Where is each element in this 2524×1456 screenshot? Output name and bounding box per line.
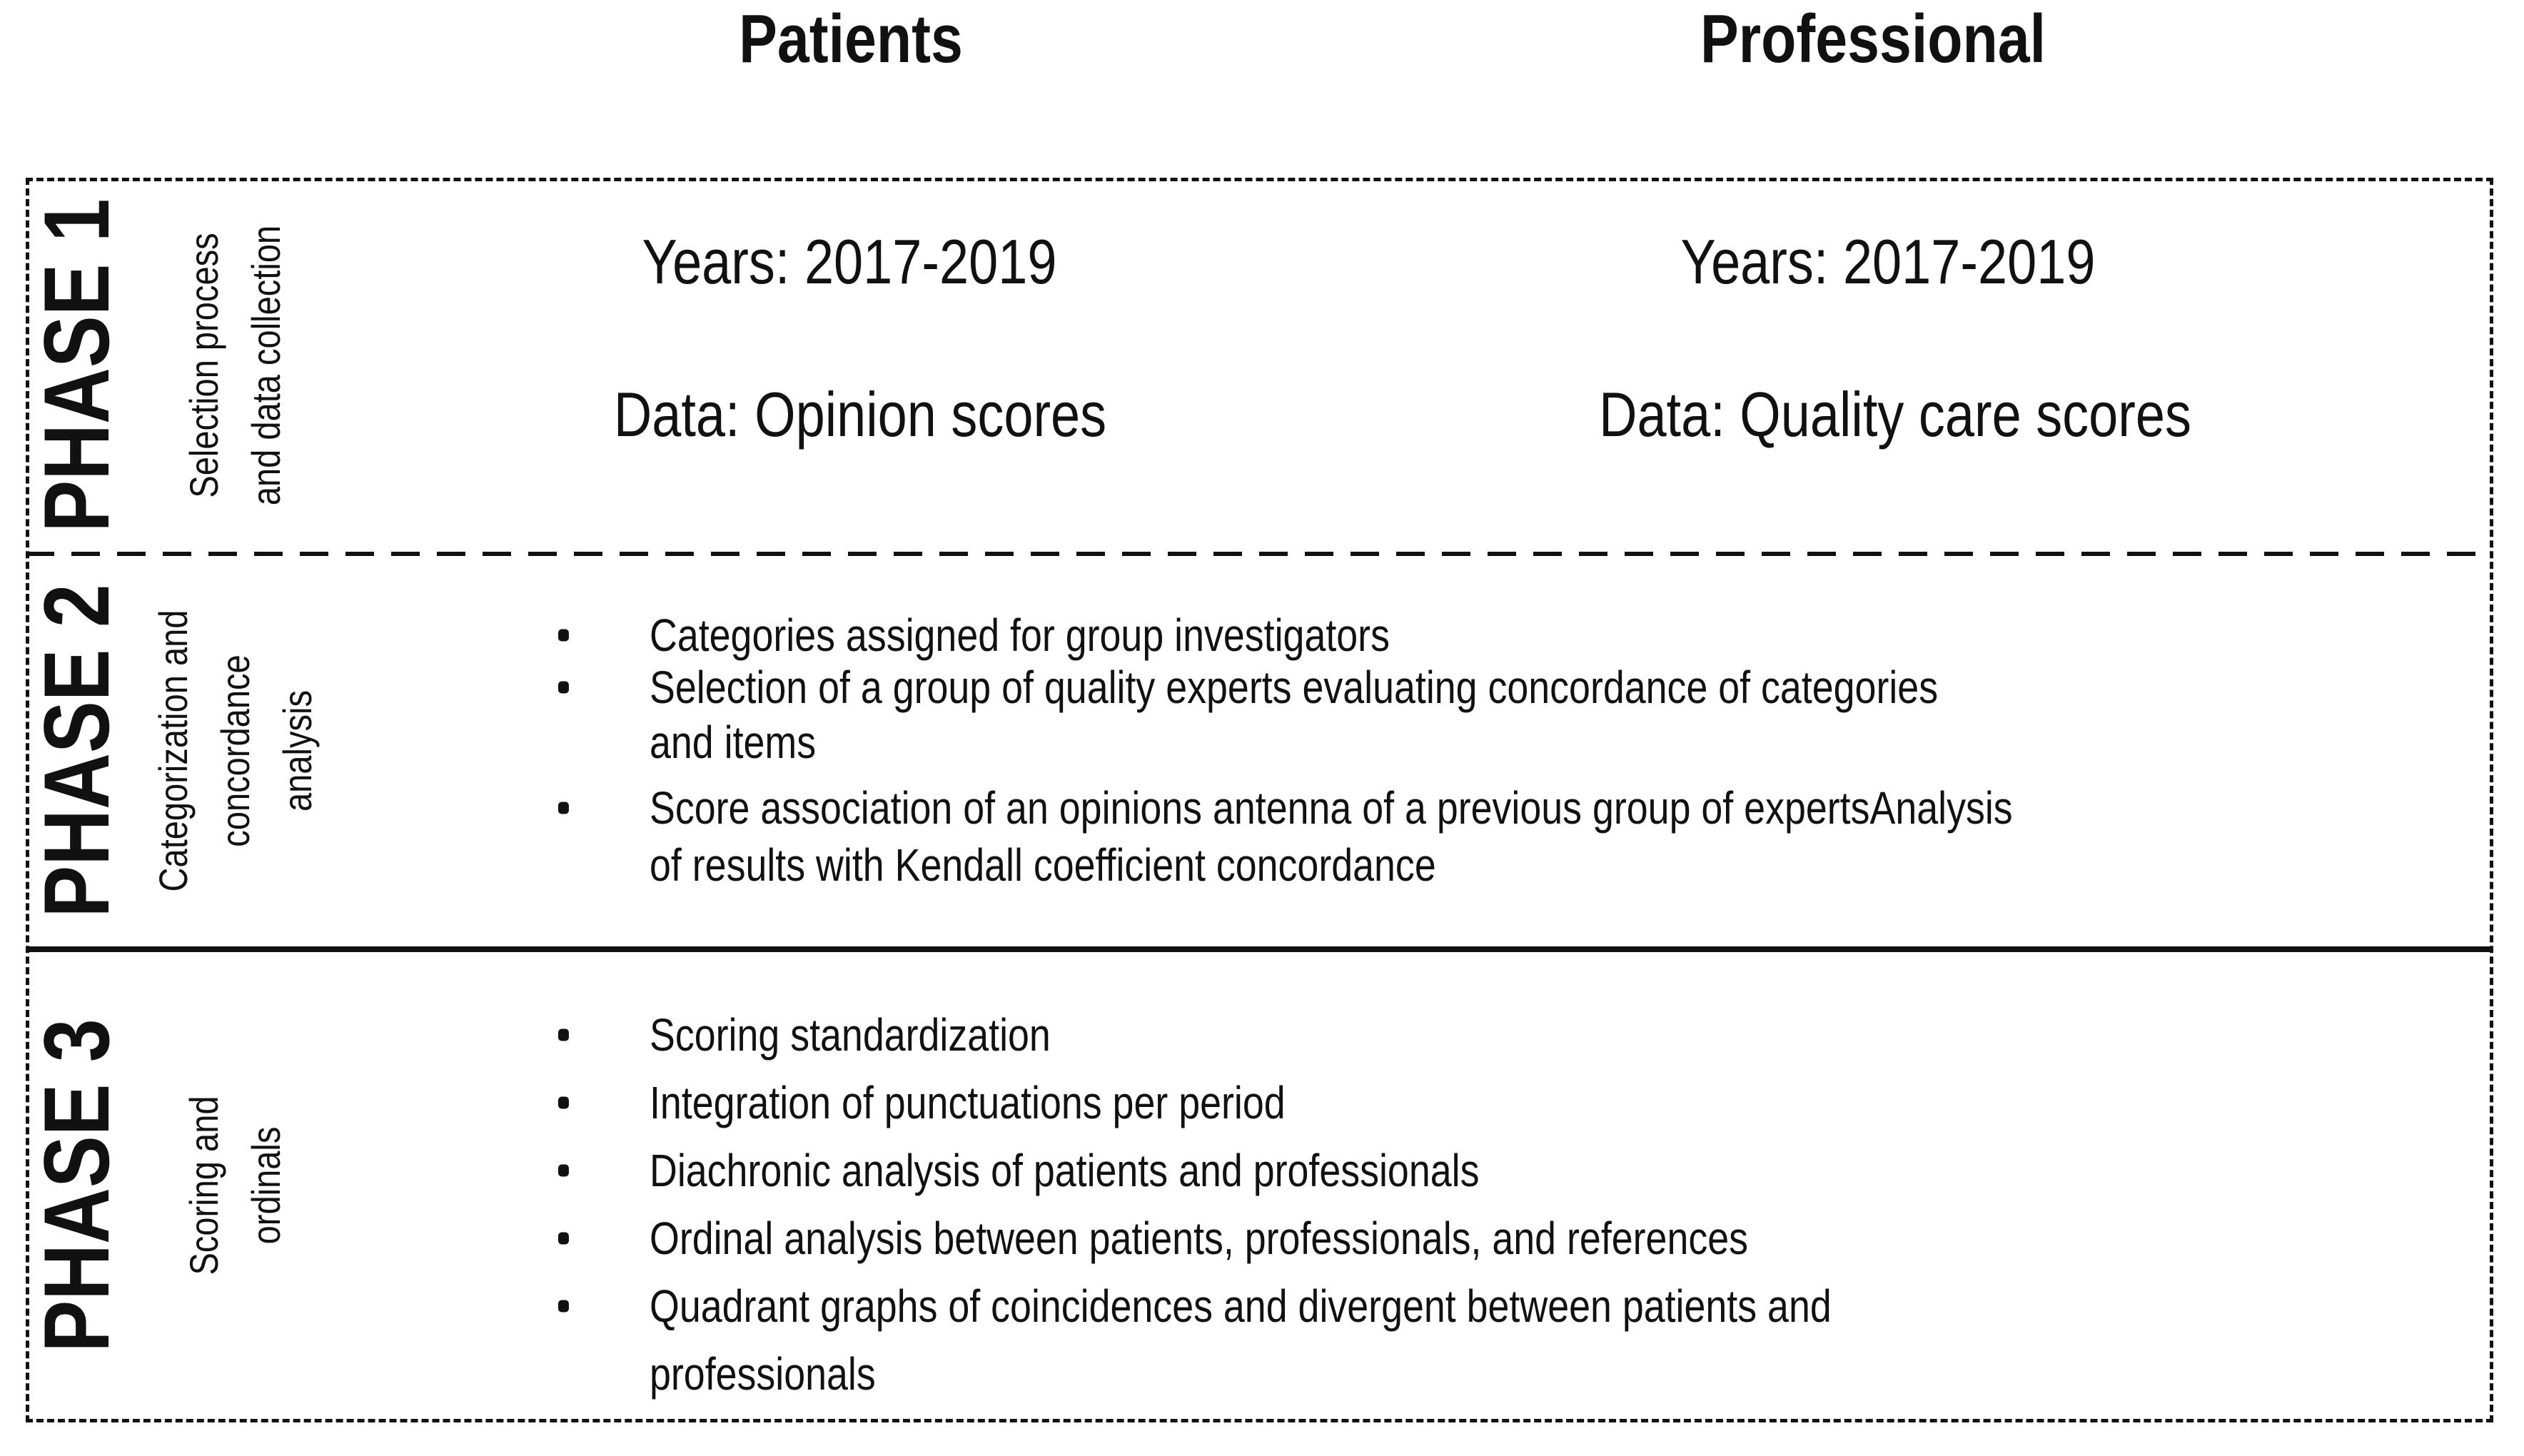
bullet-icon xyxy=(557,681,569,694)
bullet-text: professionals xyxy=(650,1348,876,1400)
column-header-professional: Professional xyxy=(1700,1,2046,77)
phase1-label: PHASE 1 xyxy=(24,198,128,532)
bullet-item-wrap: and items xyxy=(650,716,816,769)
bullet-icon xyxy=(557,1232,569,1245)
phase2-sublabel: Categorization and concordance analysis xyxy=(150,610,320,892)
bullet-text: Quadrant graphs of coincidences and dive… xyxy=(650,1280,1832,1332)
phase1-professional-data: Data: Quality care scores xyxy=(1599,379,2191,450)
phase1-patients-years: Years: 2017-2019 xyxy=(642,226,1057,297)
bullet-item: Score association of an opinions antenna… xyxy=(557,782,2013,834)
phase1-sublabel: Selection process and data collection xyxy=(181,225,288,506)
phase2-label: PHASE 2 xyxy=(24,584,128,918)
bullet-icon xyxy=(557,802,569,814)
bullet-item: Scoring standardization xyxy=(557,1008,1051,1061)
bullet-text: Integration of punctuations per period xyxy=(650,1077,1286,1128)
bullet-icon xyxy=(557,1300,569,1313)
bullet-text: and items xyxy=(650,717,817,768)
bullet-item: Diachronic analysis of patients and prof… xyxy=(557,1144,1480,1197)
separator-phase1-phase2 xyxy=(26,552,2493,556)
bullet-icon xyxy=(557,629,569,642)
bullet-text: Score association of an opinions antenna… xyxy=(650,782,2013,834)
separator-phase2-phase3 xyxy=(26,946,2493,952)
phase1-patients-data: Data: Opinion scores xyxy=(613,379,1107,450)
bullet-text: Diachronic analysis of patients and prof… xyxy=(650,1145,1480,1196)
bullet-item-wrap: professionals xyxy=(650,1348,876,1400)
bullet-item: Ordinal analysis between patients, profe… xyxy=(557,1212,1749,1265)
phase1-professional-years: Years: 2017-2019 xyxy=(1680,226,2096,297)
bullet-text: Ordinal analysis between patients, profe… xyxy=(650,1213,1749,1264)
bullet-text: Selection of a group of quality experts … xyxy=(650,662,1939,713)
column-header-patients: Patients xyxy=(739,1,963,77)
bullet-item: Categories assigned for group investigat… xyxy=(557,609,1390,662)
phase3-label: PHASE 3 xyxy=(24,1018,128,1353)
bullet-icon xyxy=(557,1028,569,1041)
bullet-icon xyxy=(557,1096,569,1109)
bullet-item: Integration of punctuations per period xyxy=(557,1076,1286,1129)
bullet-text: Categories assigned for group investigat… xyxy=(650,610,1390,661)
bullet-item: Selection of a group of quality experts … xyxy=(557,661,1939,714)
bullet-text: of results with Kendall coefficient conc… xyxy=(650,839,1436,891)
outer-dashed-border xyxy=(26,178,2493,1422)
bullet-icon xyxy=(557,1164,569,1177)
bullet-text: Scoring standardization xyxy=(650,1009,1051,1061)
bullet-item-wrap: of results with Kendall coefficient conc… xyxy=(650,839,1436,891)
phase3-sublabel: Scoring and ordinals xyxy=(181,1096,288,1275)
bullet-item: Quadrant graphs of coincidences and dive… xyxy=(557,1280,1832,1333)
